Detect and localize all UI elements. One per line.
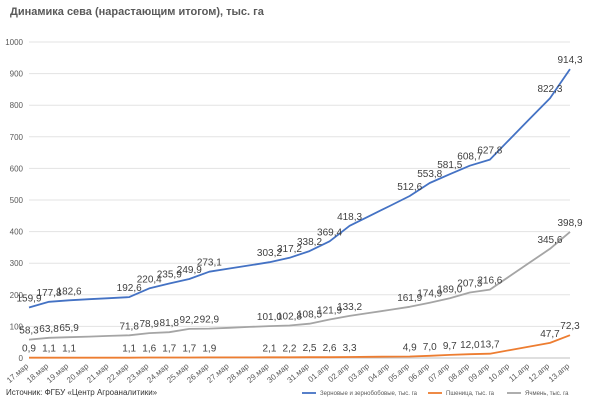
data-label: 1,1 [62,344,76,355]
data-label: 345,6 [537,235,562,246]
x-tick-label: 10.апр [487,361,512,384]
data-label: 273,1 [197,258,222,269]
data-label: 63,8 [39,324,59,335]
series-line [29,334,571,359]
source-note: Источник: ФГБУ «Центр Агроаналитики» [6,388,158,397]
x-tick-label: 09.апр [467,361,492,384]
data-label: 1,7 [162,343,176,354]
data-label: 2,5 [303,343,317,354]
y-tick-label: 300 [10,259,24,268]
data-label: 249,9 [177,265,202,276]
legend: Зерновые и зернобобовые, тыс. га Пшеница,… [302,391,569,397]
data-label: 65,9 [59,323,79,334]
data-label: 608,7 [457,152,482,163]
data-label: 78,9 [139,319,159,330]
data-label: 317,2 [277,244,302,255]
data-label: 9,7 [443,341,457,352]
data-label: 58,3 [19,326,39,337]
chart-title: Динамика сева (нарастающим итогом), тыс.… [10,6,264,18]
x-axis: 17.мар18.мар19.мар20.мар21.мар22.мар23.м… [5,361,572,385]
y-tick-label: 0 [19,354,24,363]
data-label: 72,3 [560,321,580,332]
x-tick-label: 05.апр [387,361,412,384]
data-label: 216,6 [477,276,502,287]
x-tick-label: 04.апр [367,361,392,384]
data-label: 1,6 [142,343,156,354]
data-label: 581,5 [437,160,462,171]
data-label: 101,0 [257,312,282,323]
data-label: 207,3 [457,278,482,289]
x-tick-label: 07.апр [427,361,452,384]
data-label: 0,9 [22,344,36,355]
legend-entry: Зерновые и зернобобовые, тыс. га [320,391,418,397]
data-label: 192,6 [117,283,142,294]
data-label: 12,0 [460,340,480,351]
data-label: 108,5 [297,310,322,321]
data-label: 121,9 [317,305,342,316]
x-tick-label: 08.апр [447,361,472,384]
data-label: 2,6 [323,343,337,354]
data-label: 174,9 [417,289,442,300]
x-tick-label: 13.апр [547,361,572,384]
data-label: 369,4 [317,227,342,238]
data-label: 71,8 [119,321,139,332]
y-axis: 0 100 200 300 400 500 600 700 800 900 1000 [5,38,23,363]
x-tick-label: 12.апр [527,361,552,384]
data-label: 2,1 [262,343,276,354]
y-tick-label: 900 [10,70,24,79]
y-tick-label: 100 [10,322,24,331]
y-tick-label: 700 [10,133,24,142]
data-label: 4,9 [403,342,417,353]
data-label: 1,9 [202,343,216,354]
data-label: 161,9 [397,293,422,304]
data-label: 7,0 [423,342,437,353]
data-label: 13,7 [480,340,500,351]
data-label: 512,6 [397,182,422,193]
x-tick-label: 11.апр [507,361,531,384]
y-tick-label: 400 [10,228,24,237]
data-label: 189,0 [437,284,462,295]
x-tick-label: 31.мар [285,361,311,385]
y-tick-label: 500 [10,196,24,205]
data-label: 47,7 [540,329,560,340]
data-label: 914,3 [557,55,582,66]
data-label: 398,9 [557,218,582,229]
data-label: 627,8 [477,146,502,157]
data-label: 303,2 [257,248,282,259]
y-tick-label: 1000 [5,38,23,47]
series-line [28,231,571,341]
x-tick-label: 03.апр [346,361,371,384]
data-label: 1,1 [122,344,136,355]
data-label: 1,1 [42,344,56,355]
data-label: 553,8 [417,169,442,180]
data-label: 822,3 [537,84,562,95]
data-label: 177,8 [37,288,62,299]
data-label: 1,7 [182,343,196,354]
legend-entry: Пшеница, тыс. га [446,391,495,397]
data-label: 418,3 [337,212,362,223]
data-label: 220,4 [137,274,162,285]
series-lines [28,68,571,359]
legend-entry: Ячмень, тыс. га [525,391,569,397]
y-tick-label: 600 [10,164,24,173]
data-label: 133,2 [337,302,362,313]
data-label: 159,9 [16,293,41,304]
data-label: 2,2 [283,343,297,354]
data-label: 3,3 [343,343,357,354]
data-label: 102,8 [277,312,302,323]
data-label: 92,2 [180,315,200,326]
x-tick-label: 01.апр [306,361,331,384]
x-tick-label: 06.апр [407,361,432,384]
data-label: 182,6 [57,286,82,297]
x-tick-label: 02.апр [326,361,351,384]
y-tick-label: 200 [10,291,24,300]
series-line [28,68,571,309]
y-tick-label: 800 [10,101,24,110]
data-label: 338,2 [297,237,322,248]
data-label: 81,8 [160,318,180,329]
data-label: 235,9 [157,269,182,280]
data-label: 92,9 [200,315,220,326]
